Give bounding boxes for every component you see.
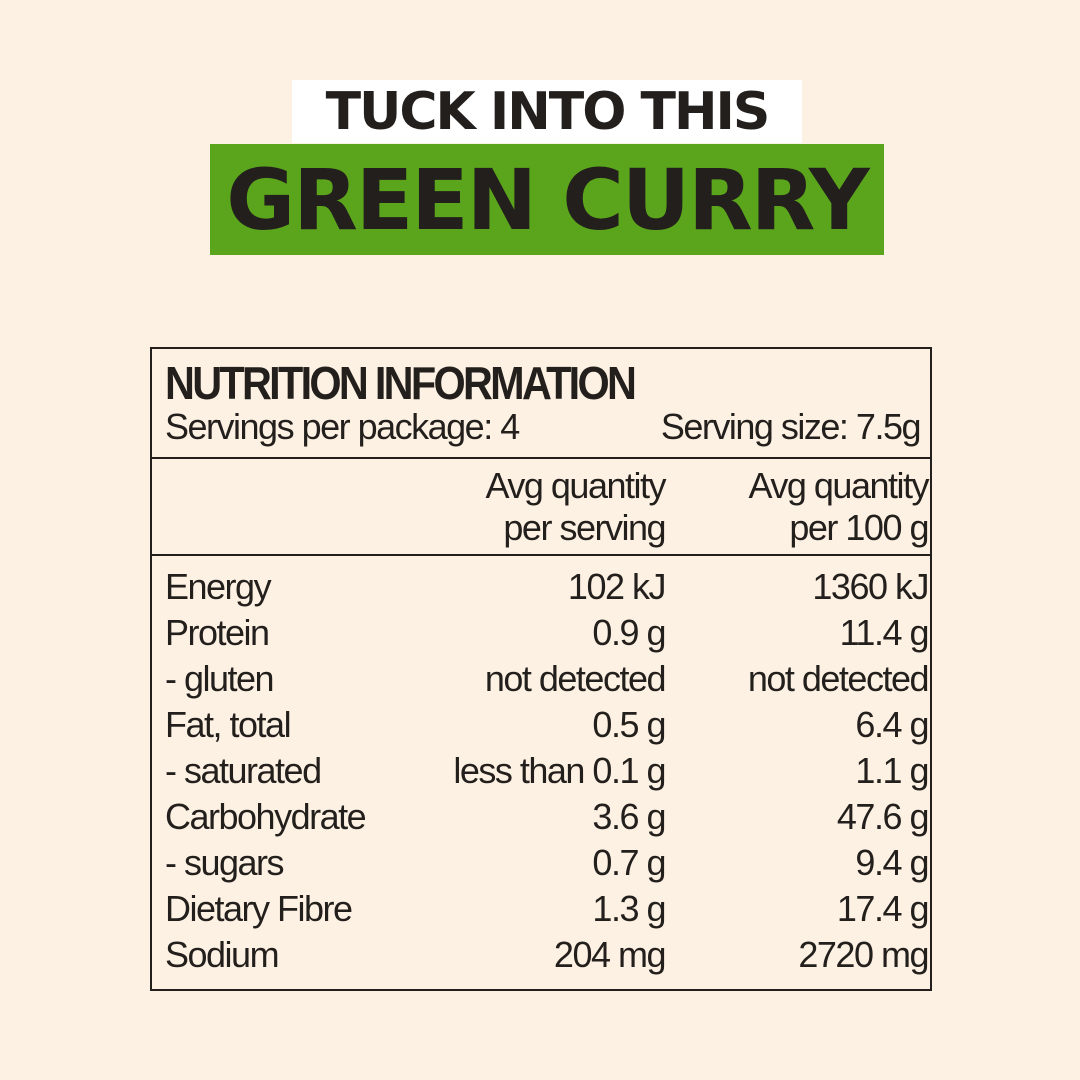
nutrient-label: Carbohydrate bbox=[165, 796, 367, 837]
nutrient-rows: Energy 102 kJ 1360 kJ Protein 0.9 g 11.4 g- g… bbox=[152, 556, 930, 978]
column-header-line: per 100 g bbox=[789, 507, 929, 548]
nutrition-panel: NUTRITION INFORMATION Servings per packa… bbox=[150, 347, 932, 991]
per-100g-value: not detected bbox=[747, 658, 930, 699]
per-serving-value: 0.9 g bbox=[592, 612, 666, 653]
per-100g-value: 11.4 g bbox=[839, 612, 930, 653]
column-header-line: per serving bbox=[503, 507, 666, 548]
serving-size: Serving size: 7.5g bbox=[660, 406, 922, 447]
servings-per-package: Servings per package: 4 bbox=[165, 406, 520, 447]
per-serving-value: less than 0.1 g bbox=[453, 750, 666, 791]
nutrient-label: - gluten bbox=[165, 658, 275, 699]
per-100g-value: 6.4 g bbox=[855, 704, 929, 745]
table-row: - gluten not detected not detected bbox=[152, 656, 930, 702]
panel-header: NUTRITION INFORMATION Servings per packa… bbox=[152, 349, 930, 459]
column-header-line: Avg quantity bbox=[748, 465, 930, 506]
per-serving-value: 3.6 g bbox=[592, 796, 666, 837]
column-header-line: Avg quantity bbox=[485, 465, 667, 506]
per-serving-value: 102 kJ bbox=[567, 566, 667, 607]
nutrient-label: Protein bbox=[165, 612, 270, 653]
nutrient-label: Dietary Fibre bbox=[165, 888, 353, 929]
per-100g-value: 2720 mg bbox=[798, 934, 929, 975]
per-100g-value: 9.4 g bbox=[855, 842, 929, 883]
table-row: Fat, total 0.5 g 6.4 g bbox=[152, 702, 930, 748]
column-header-per-100g: Avg quantity per 100 g bbox=[665, 465, 930, 554]
per-serving-value: 1.3 g bbox=[592, 888, 666, 929]
table-row: Sodium 204 mg 2720 mg bbox=[152, 932, 930, 978]
per-serving-value: not detected bbox=[484, 658, 667, 699]
nutrient-label: Sodium bbox=[165, 934, 280, 975]
nutrient-label: - sugars bbox=[165, 842, 285, 883]
title-line-2: GREEN CURRY bbox=[210, 144, 884, 255]
nutrient-label: - saturated bbox=[165, 750, 322, 791]
per-serving-value: 0.5 g bbox=[592, 704, 666, 745]
per-100g-value: 47.6 g bbox=[836, 796, 930, 837]
column-header-per-serving: Avg quantity per serving bbox=[435, 465, 667, 554]
per-serving-value: 0.7 g bbox=[592, 842, 666, 883]
table-row: Energy 102 kJ 1360 kJ bbox=[152, 564, 930, 610]
per-100g-value: 17.4 g bbox=[836, 888, 930, 929]
nutrient-label: Fat, total bbox=[165, 704, 292, 745]
nutrient-label: Energy bbox=[165, 566, 272, 607]
per-serving-value: 204 mg bbox=[553, 934, 667, 975]
per-100g-value: 1.1 g bbox=[855, 750, 929, 791]
title-line-1: TUCK INTO THIS bbox=[292, 80, 802, 143]
panel-heading: NUTRITION INFORMATION bbox=[165, 357, 637, 409]
table-row: - sugars 0.7 g 9.4 g bbox=[152, 840, 930, 886]
table-row: Dietary Fibre 1.3 g 17.4 g bbox=[152, 886, 930, 932]
table-row: Protein 0.9 g 11.4 g bbox=[152, 610, 930, 656]
table-row: - saturated less than 0.1 g 1.1 g bbox=[152, 748, 930, 794]
column-headers: Avg quantity per serving Avg quantity per … bbox=[152, 459, 930, 556]
table-row: Carbohydrate 3.6 g 47.6 g bbox=[152, 794, 930, 840]
per-100g-value: 1360 kJ bbox=[812, 566, 929, 607]
